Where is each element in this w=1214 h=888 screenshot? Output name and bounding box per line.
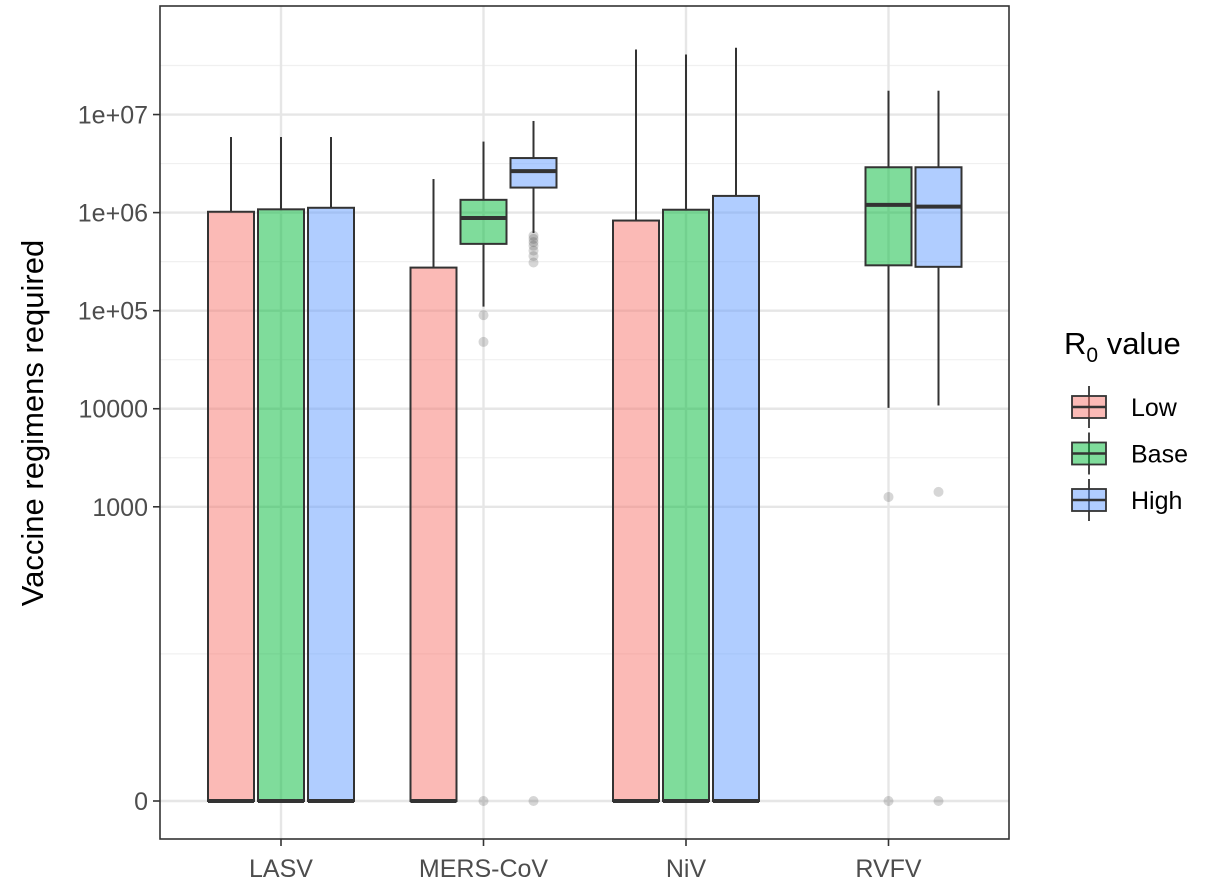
box-high-mers-cov <box>509 120 558 806</box>
y-tick-label: 1e+06 <box>78 200 148 228</box>
legend-item-low: Low <box>1071 386 1178 428</box>
box-body <box>257 208 305 802</box>
box-high-niv <box>712 47 760 803</box>
box-base-niv <box>662 54 710 803</box>
outlier-point <box>528 230 539 241</box>
outlier-point <box>528 240 539 251</box>
x-tick-label: NiV <box>666 855 707 883</box>
outlier-point <box>478 336 489 347</box>
outlier-point <box>528 245 539 256</box>
outlier-point <box>478 796 489 806</box>
box-body <box>662 208 710 802</box>
legend-label: Low <box>1131 394 1178 422</box>
x-tick-label: LASV <box>249 855 313 883</box>
y-tick-label: 1e+07 <box>78 102 148 130</box>
y-tick-label: 0 <box>134 788 148 816</box>
y-tick-label: 1e+05 <box>78 298 148 326</box>
box-base-rvfv <box>864 90 913 806</box>
outlier-point <box>528 237 539 248</box>
axis-layer: 0 1000 10000 1e+05 1e+06 1e+07 LASV MERS-CoV NiV… <box>78 102 922 883</box>
outlier-point <box>528 257 539 268</box>
x-tick-label: MERS-CoV <box>419 855 549 883</box>
box-body <box>459 198 508 245</box>
outlier-point <box>933 486 944 497</box>
box-body <box>612 219 660 802</box>
box-base-mers-cov <box>459 141 508 806</box>
x-tick-label: RVFV <box>855 855 922 883</box>
outlier-point <box>528 233 539 244</box>
legend-label: Base <box>1131 441 1188 469</box>
outlier-point <box>883 491 894 502</box>
legend: R0 value Low Base High <box>1064 326 1188 521</box>
box-low-lasv <box>207 137 255 803</box>
outlier-point <box>883 796 894 806</box>
outlier-point <box>528 251 539 262</box>
panel-border <box>159 5 1010 840</box>
grid-layer <box>160 6 1009 839</box>
box-body <box>409 266 458 802</box>
box-body <box>712 194 760 802</box>
legend-title: R0 value <box>1064 326 1181 367</box>
box-high-rvfv <box>914 90 963 806</box>
legend-item-base: Base <box>1071 432 1188 475</box>
box-body <box>864 166 913 267</box>
box-body <box>914 166 963 268</box>
box-body <box>307 206 355 803</box>
box-base-lasv <box>257 137 305 803</box>
box-body <box>207 210 255 802</box>
y-tick-label: 1000 <box>92 494 148 522</box>
outlier-point <box>933 796 944 806</box>
outlier-point <box>528 796 539 806</box>
box-low-mers-cov <box>409 179 458 803</box>
legend-item-high: High <box>1071 479 1182 521</box>
legend-label: High <box>1131 487 1182 515</box>
box-low-niv <box>612 49 660 803</box>
box-high-lasv <box>307 137 355 803</box>
box-layer <box>207 47 963 806</box>
y-tick-label: 10000 <box>78 396 148 424</box>
outlier-point <box>478 310 489 321</box>
y-axis-title: Vaccine regimens required <box>15 240 50 606</box>
